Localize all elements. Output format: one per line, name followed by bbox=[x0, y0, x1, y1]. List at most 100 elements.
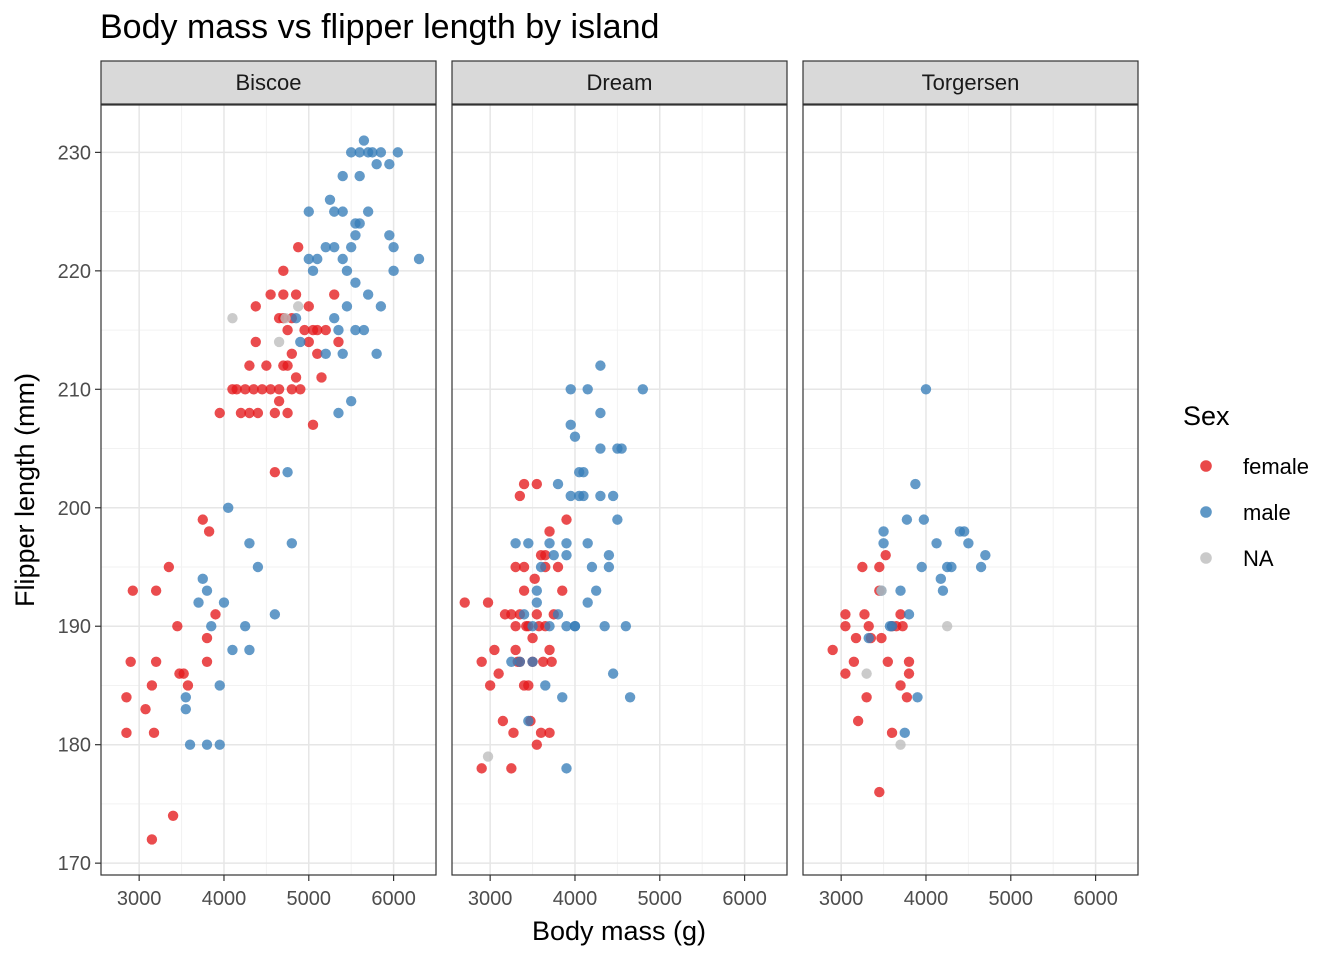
data-point-male bbox=[371, 348, 382, 359]
legend-label-male: male bbox=[1243, 500, 1291, 525]
data-point-male bbox=[510, 538, 521, 549]
data-point-female bbox=[506, 763, 517, 774]
data-point-male bbox=[392, 147, 404, 158]
data-point-male bbox=[362, 206, 374, 217]
data-point-female bbox=[290, 372, 302, 383]
data-point-male bbox=[337, 348, 348, 359]
data-point-female bbox=[163, 561, 175, 573]
legend-title: Sex bbox=[1183, 401, 1230, 431]
data-point-female bbox=[903, 656, 915, 667]
data-point-male bbox=[514, 656, 526, 667]
data-point-male bbox=[910, 478, 921, 490]
data-point-male bbox=[637, 384, 649, 395]
data-point-male bbox=[388, 241, 399, 253]
data-point-male bbox=[358, 135, 370, 146]
data-point-female bbox=[557, 585, 568, 596]
x-tick-label: 6000 bbox=[722, 888, 767, 910]
data-point-male bbox=[320, 241, 331, 253]
data-point-female bbox=[295, 384, 306, 395]
data-point-male bbox=[333, 324, 344, 336]
panel-border bbox=[451, 104, 788, 876]
data-point-male bbox=[935, 573, 947, 585]
facet-strip-label: Torgersen bbox=[922, 70, 1020, 95]
y-axis-title: Flipper length (mm) bbox=[10, 373, 40, 607]
data-point-female bbox=[201, 656, 213, 667]
data-point-male bbox=[252, 561, 264, 573]
data-point-male bbox=[345, 147, 357, 158]
data-point-male bbox=[561, 549, 572, 561]
data-point-female bbox=[316, 372, 327, 383]
data-point-female bbox=[278, 289, 289, 300]
data-point-female bbox=[544, 727, 555, 739]
data-point-na bbox=[482, 751, 494, 762]
data-point-male bbox=[946, 561, 957, 573]
data-point-male bbox=[518, 609, 530, 620]
legend-key-na bbox=[1200, 552, 1212, 564]
data-point-male bbox=[878, 538, 889, 549]
data-point-na bbox=[941, 621, 953, 632]
data-point-male bbox=[895, 585, 906, 596]
data-point-female bbox=[278, 265, 289, 277]
data-point-female bbox=[150, 656, 162, 667]
data-point-female bbox=[523, 680, 534, 691]
x-tick-label: 5000 bbox=[287, 888, 332, 910]
data-point-female bbox=[518, 478, 530, 490]
data-point-male bbox=[578, 467, 589, 478]
data-point-male bbox=[371, 159, 382, 170]
data-point-female bbox=[292, 241, 304, 253]
facet-panel-biscoe: Biscoe 3000 4000 5000 6000 170 180 190 200 210 220… bbox=[58, 60, 437, 910]
data-point-female bbox=[895, 609, 906, 620]
data-point-male bbox=[413, 253, 425, 265]
data-point-female bbox=[125, 656, 136, 667]
data-point-male bbox=[282, 467, 293, 478]
data-point-male bbox=[523, 538, 534, 549]
data-point-male bbox=[239, 621, 251, 632]
x-tick-label: 4000 bbox=[202, 888, 247, 910]
data-point-female bbox=[121, 727, 132, 739]
data-point-male bbox=[595, 360, 606, 371]
data-point-female bbox=[248, 384, 259, 395]
facet-strip bbox=[451, 60, 788, 105]
data-point-female bbox=[531, 609, 543, 620]
data-point-male bbox=[963, 538, 974, 549]
data-point-female bbox=[840, 609, 851, 620]
data-point-male bbox=[565, 384, 576, 395]
legend-key-male bbox=[1200, 506, 1212, 518]
data-point-female bbox=[261, 360, 272, 371]
data-point-na bbox=[876, 585, 887, 596]
facet-strip-label: Dream bbox=[586, 70, 652, 95]
data-point-male bbox=[223, 502, 234, 513]
data-point-male bbox=[918, 514, 930, 525]
y-tick-label: 220 bbox=[58, 261, 91, 283]
x-tick-label: 6000 bbox=[371, 888, 416, 910]
panel-background bbox=[803, 105, 1138, 875]
data-point-male bbox=[227, 644, 238, 656]
data-point-female bbox=[537, 656, 549, 667]
data-point-female bbox=[252, 407, 264, 419]
y-tick-label: 180 bbox=[58, 735, 91, 757]
data-point-male bbox=[884, 621, 896, 632]
data-point-male bbox=[586, 561, 598, 573]
data-point-female bbox=[895, 680, 906, 691]
data-point-female bbox=[544, 644, 555, 656]
data-point-female bbox=[150, 585, 162, 596]
data-point-male bbox=[523, 715, 534, 727]
data-point-female bbox=[203, 526, 215, 537]
data-point-male bbox=[548, 549, 559, 561]
data-point-female bbox=[514, 490, 526, 502]
facet-strip bbox=[100, 60, 437, 105]
data-point-female bbox=[282, 360, 293, 371]
data-point-male bbox=[350, 230, 361, 241]
data-point-male bbox=[180, 692, 192, 703]
data-point-male bbox=[565, 419, 576, 431]
data-point-na bbox=[273, 336, 285, 348]
data-point-male bbox=[582, 538, 593, 549]
panel-border bbox=[100, 104, 437, 876]
data-point-female bbox=[535, 727, 547, 739]
data-point-female bbox=[146, 834, 158, 845]
data-point-male bbox=[616, 443, 627, 454]
data-point-female bbox=[127, 585, 139, 596]
data-point-male bbox=[540, 680, 551, 691]
data-point-female bbox=[286, 348, 298, 359]
data-point-male bbox=[931, 538, 942, 549]
